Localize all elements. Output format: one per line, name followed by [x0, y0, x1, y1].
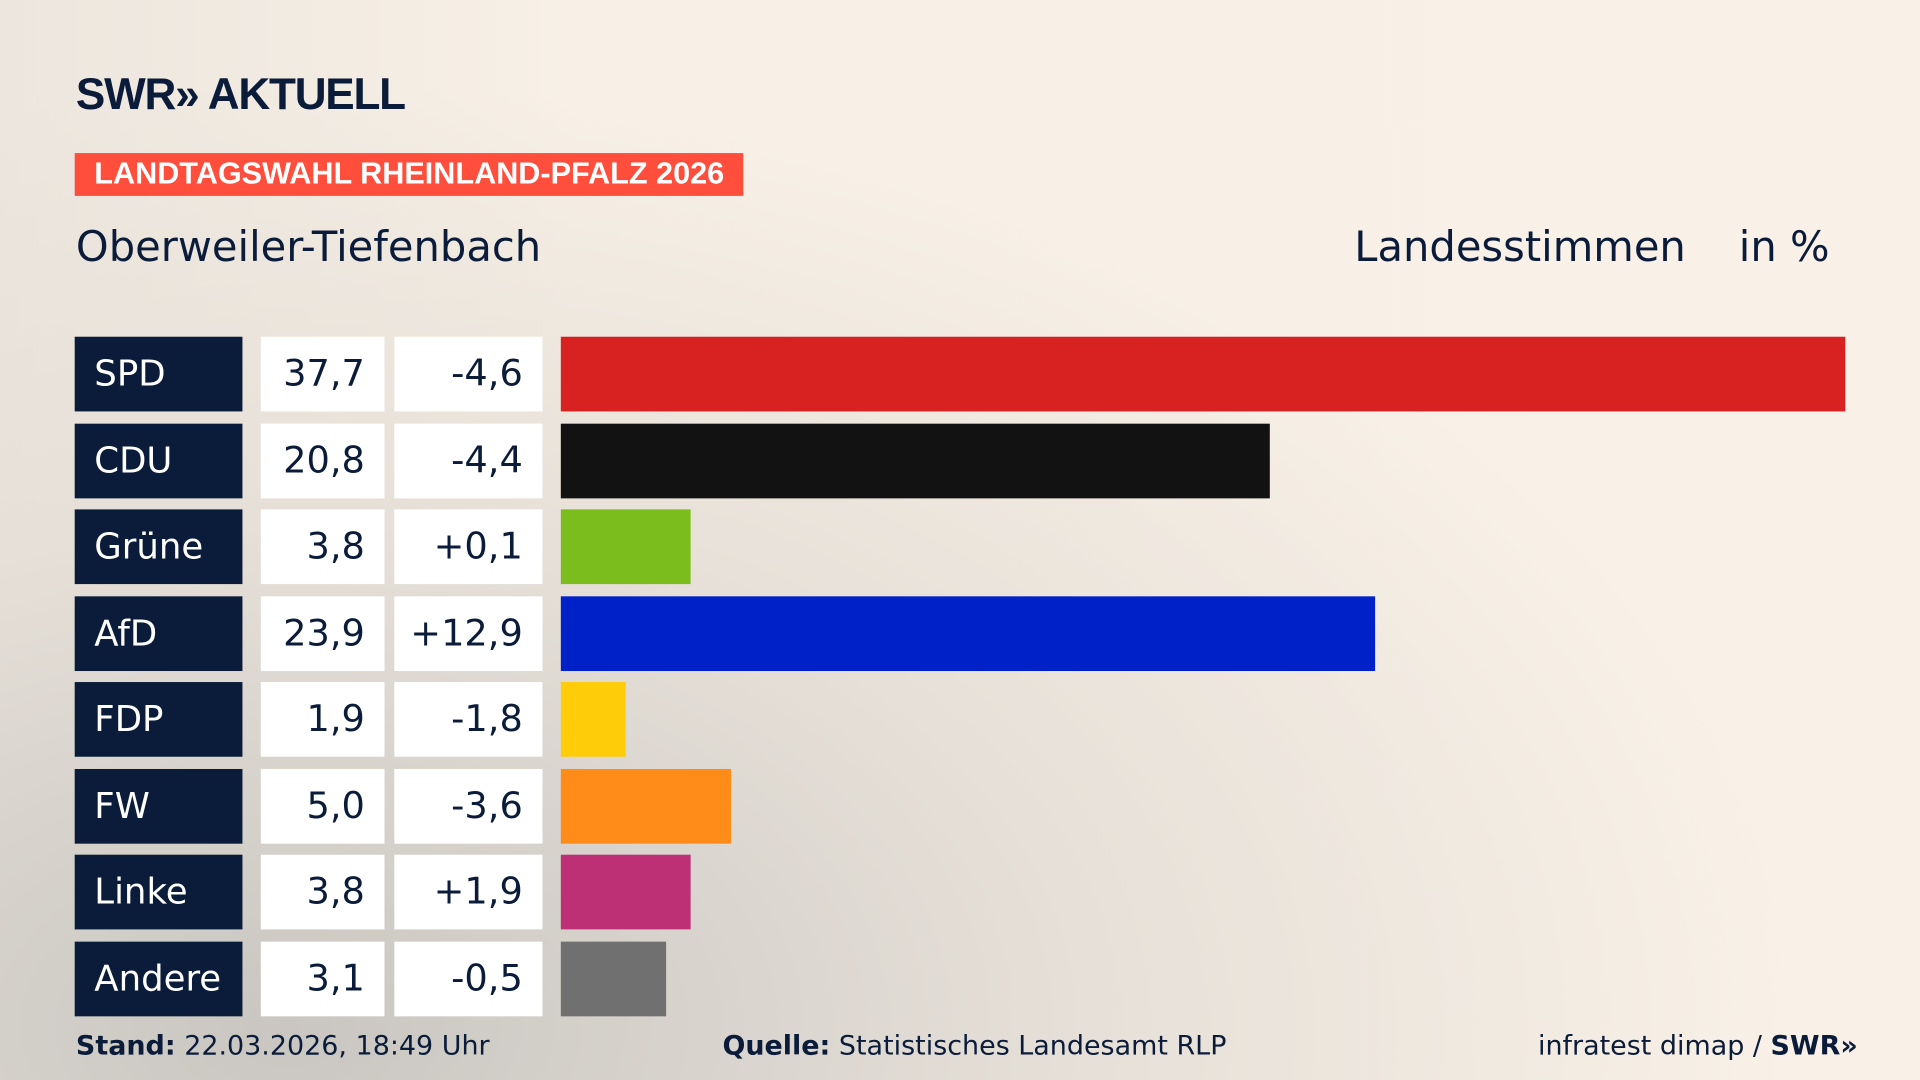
vote-change: +1,9 — [394, 854, 543, 930]
bar-spd — [560, 336, 1846, 412]
vote-change: -3,6 — [394, 768, 543, 844]
bar-afd — [560, 595, 1376, 671]
vote-share: 3,1 — [260, 941, 385, 1016]
vote-change: -1,8 — [394, 682, 543, 757]
metric-label: Landesstimmen — [1354, 222, 1686, 272]
bar-grüne — [560, 509, 691, 585]
party-label: AfD — [74, 595, 243, 671]
credit-text: infratest dimap / — [1537, 1031, 1771, 1062]
vote-share: 3,8 — [260, 854, 385, 930]
party-label: Andere — [74, 941, 243, 1016]
vote-change: -4,6 — [394, 336, 543, 412]
timestamp: Stand: 22.03.2026, 18:49 Uhr — [76, 1031, 490, 1062]
vote-share: 1,9 — [260, 682, 385, 757]
bar-linke — [560, 854, 691, 930]
vote-change: +12,9 — [394, 595, 543, 671]
bar-fdp — [560, 682, 626, 757]
source-label: Quelle: — [722, 1031, 831, 1062]
party-label: CDU — [74, 423, 243, 498]
bar-fw — [560, 768, 732, 844]
vote-share: 37,7 — [260, 336, 385, 412]
vote-share: 5,0 — [260, 768, 385, 844]
party-label: FDP — [74, 682, 243, 757]
bar-cdu — [560, 423, 1270, 498]
vote-change: +0,1 — [394, 509, 543, 585]
party-label: FW — [74, 768, 243, 844]
source-value: Statistisches Landesamt RLP — [838, 1031, 1227, 1062]
swr-aktuell-logo: SWR» AKTUELL — [75, 68, 406, 119]
party-label: Linke — [74, 854, 243, 930]
stand-value: 22.03.2026, 18:49 Uhr — [184, 1031, 490, 1062]
source: Quelle: Statistisches Landesamt RLP — [722, 1031, 1226, 1062]
credit: infratest dimap / SWR» — [1538, 1031, 1858, 1062]
party-label: SPD — [74, 336, 243, 412]
municipality-title: Oberweiler-Tiefenbach — [75, 222, 542, 272]
bar-andere — [560, 941, 667, 1016]
election-banner: LANDTAGSWAHL RHEINLAND-PFALZ 2026 — [74, 153, 744, 196]
vote-change: -4,4 — [394, 423, 543, 498]
vote-share: 3,8 — [260, 509, 385, 585]
party-label: Grüne — [74, 509, 243, 585]
vote-share: 23,9 — [260, 595, 385, 671]
swr-logo: SWR» — [1770, 1031, 1858, 1062]
unit-label: in % — [1738, 222, 1830, 272]
stand-label: Stand: — [75, 1031, 176, 1062]
vote-share: 20,8 — [260, 423, 385, 498]
vote-change: -0,5 — [394, 941, 543, 1016]
